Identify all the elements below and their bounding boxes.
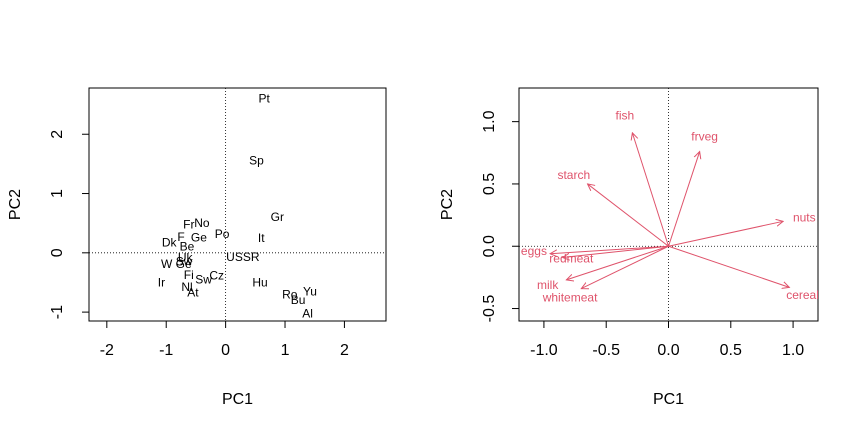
x-tick-label: 1.0 — [782, 342, 804, 359]
score-point-label: Uk — [178, 251, 194, 265]
loading-label: frveg — [691, 130, 718, 144]
x-tick-label: -0.5 — [592, 342, 620, 359]
score-point-label: Sw — [195, 272, 212, 286]
loading-arrow — [668, 221, 784, 247]
x-tick-label: 2 — [340, 342, 349, 359]
loadings-panel: -1.0 -0.5 0.0 0.5 1.0 -0.5 0.0 0.5 1.0 PC1 PC2 fish… — [439, 87, 825, 408]
y-tick-label: 0.0 — [481, 235, 498, 257]
score-point-label: No — [194, 216, 210, 230]
score-point-label: Al — [302, 306, 313, 320]
loading-label: redmeat — [549, 252, 594, 266]
y-tick-label: 1.0 — [481, 110, 498, 132]
y-tick-label: 1 — [49, 189, 66, 198]
loading-label: fish — [616, 108, 635, 122]
y-axis-title: PC2 — [7, 189, 24, 220]
loading-label: whitemeat — [542, 290, 598, 304]
loading-arrow — [668, 245, 790, 287]
x-tick-label: -1.0 — [530, 342, 558, 359]
y-tick-label: 0 — [49, 248, 66, 257]
score-point-label: Pt — [259, 92, 271, 106]
loading-arrow — [588, 184, 669, 247]
x-tick-label: 0.0 — [657, 342, 679, 359]
x-tick-label: -1 — [159, 342, 173, 359]
y-tick-label: -0.5 — [481, 295, 498, 323]
score-point-label: USSR — [226, 250, 260, 264]
loading-arrow — [563, 245, 669, 257]
loading-arrow — [668, 152, 700, 247]
loading-arrow — [566, 245, 669, 280]
score-point-label: Fi — [184, 268, 194, 282]
x-axis-title: PC1 — [653, 391, 684, 408]
y-tick-label: 0.5 — [481, 173, 498, 195]
x-tick-label: 1 — [281, 342, 290, 359]
x-tick-label: -2 — [100, 342, 114, 359]
score-point-label: Be — [180, 239, 195, 253]
score-point-label: Dk — [162, 236, 178, 250]
score-point-label: Ge — [191, 230, 207, 244]
score-point-label: Gr — [271, 210, 284, 224]
score-point-label: Fr — [183, 217, 194, 231]
score-point-label: Cz — [209, 268, 224, 282]
loading-label: milk — [537, 278, 559, 292]
loading-arrow — [632, 133, 669, 247]
loading-label: starch — [557, 168, 590, 182]
score-point-label: It — [258, 231, 265, 245]
score-point-label: Ro — [282, 287, 298, 301]
score-point-label: W Ge — [161, 257, 192, 271]
score-point-label: Po — [215, 227, 230, 241]
score-point-label: Ir — [158, 275, 165, 289]
x-tick-label: 0.5 — [720, 342, 742, 359]
loading-label: nuts — [793, 211, 816, 225]
score-point-label: Sw — [176, 255, 193, 269]
score-point-label: Yu — [303, 284, 317, 298]
score-point-label: Bu — [291, 293, 306, 307]
y-tick-label: -1 — [49, 305, 66, 319]
loading-arrow — [581, 245, 669, 288]
score-point-label: Hu — [252, 275, 267, 289]
plot-frame — [88, 87, 387, 322]
score-point-label: Nl — [181, 280, 192, 294]
x-axis-title: PC1 — [222, 391, 253, 408]
x-tick-label: 0 — [221, 342, 230, 359]
score-point-label: Sp — [249, 153, 264, 167]
loading-arrow — [550, 245, 669, 253]
score-point-label: At — [187, 286, 199, 300]
y-tick-label: 2 — [49, 130, 66, 139]
loading-label: eggs — [521, 244, 547, 258]
loading-label: cereals — [786, 288, 825, 302]
score-point-label: F — [177, 230, 184, 244]
y-axis-title: PC2 — [439, 189, 456, 220]
